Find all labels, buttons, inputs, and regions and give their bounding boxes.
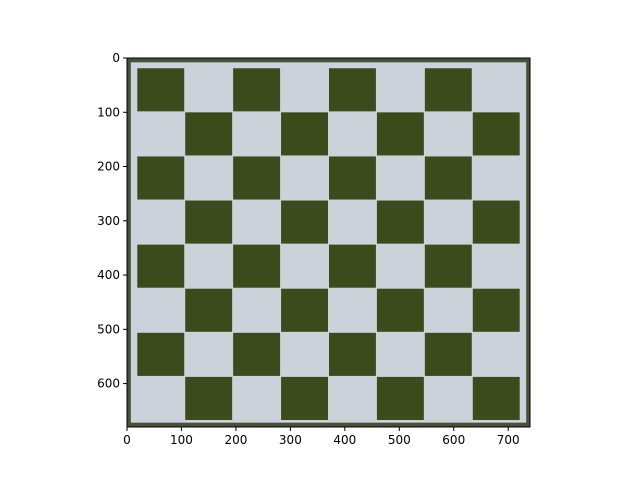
dark-square xyxy=(281,376,328,420)
y-tick-label: 500 xyxy=(97,322,120,336)
x-tick-label: 500 xyxy=(388,433,411,447)
dark-square xyxy=(233,156,281,200)
y-tick-label: 0 xyxy=(112,51,120,65)
dark-square xyxy=(137,332,185,376)
dark-square xyxy=(376,288,424,332)
dark-square xyxy=(233,68,281,112)
x-axis-ticks: 0 100 200 300 400 500 600 700 xyxy=(123,427,520,447)
dark-square xyxy=(472,288,520,332)
x-tick-label: 600 xyxy=(442,433,465,447)
dark-square xyxy=(281,200,328,244)
dark-square xyxy=(424,244,472,288)
dark-square xyxy=(185,200,233,244)
dark-square xyxy=(472,112,520,156)
x-tick-label: 300 xyxy=(279,433,302,447)
dark-square xyxy=(424,156,472,200)
dark-square xyxy=(329,68,376,112)
dark-square xyxy=(233,244,281,288)
y-tick-label: 200 xyxy=(97,160,120,174)
y-tick-label: 300 xyxy=(97,214,120,228)
dark-square xyxy=(185,112,233,156)
dark-square xyxy=(137,68,185,112)
x-tick-label: 400 xyxy=(333,433,356,447)
y-axis-ticks: 0 100 200 300 400 500 600 xyxy=(97,51,127,391)
axes-frame xyxy=(126,57,531,428)
dark-square xyxy=(376,200,424,244)
dark-square xyxy=(424,332,472,376)
dark-square xyxy=(185,376,233,420)
dark-square xyxy=(376,112,424,156)
x-tick-label: 200 xyxy=(224,433,247,447)
dark-square xyxy=(281,288,328,332)
dark-square xyxy=(472,376,520,420)
dark-square xyxy=(185,288,233,332)
dark-square xyxy=(137,244,185,288)
dark-square xyxy=(137,156,185,200)
y-tick-label: 400 xyxy=(97,268,120,282)
dark-square xyxy=(329,156,376,200)
dark-square xyxy=(376,376,424,420)
dark-square xyxy=(329,244,376,288)
dark-square xyxy=(424,68,472,112)
y-tick-label: 600 xyxy=(97,377,120,391)
x-tick-label: 100 xyxy=(170,433,193,447)
dark-square xyxy=(281,112,328,156)
y-tick-label: 100 xyxy=(97,105,120,119)
photo-of-chessboard xyxy=(127,58,530,427)
x-tick-label: 700 xyxy=(497,433,520,447)
x-tick-label: 0 xyxy=(123,433,131,447)
dark-square xyxy=(233,332,281,376)
dark-square xyxy=(472,200,520,244)
dark-square xyxy=(329,332,376,376)
